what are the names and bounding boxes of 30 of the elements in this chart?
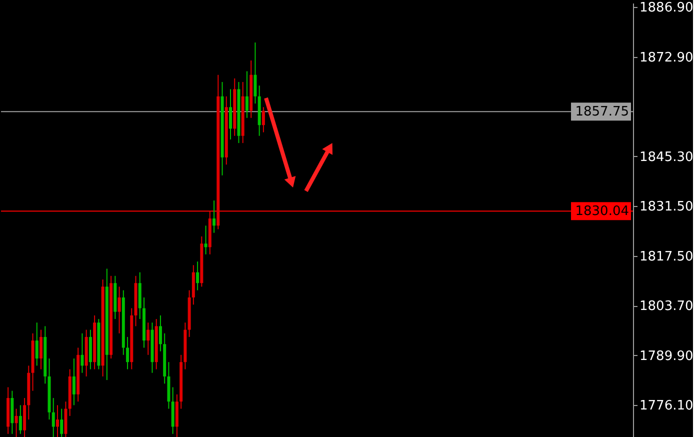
y-tick-label: 1831.50 (640, 199, 694, 214)
candlestick (245, 70, 248, 118)
candlestick (228, 88, 232, 140)
candlestick (14, 408, 18, 437)
candlestick (146, 322, 150, 356)
y-tick-label: 1776.10 (640, 398, 694, 414)
candlestick (18, 404, 22, 434)
ref-line-label: 1857.75 (575, 104, 629, 120)
candlestick (158, 314, 162, 352)
candlestick (254, 42, 257, 104)
y-tick-label: 1803.70 (640, 299, 694, 314)
ref-line-label: 1830.04 (575, 204, 629, 220)
y-tick-label: 1817.50 (640, 250, 694, 265)
candlestick (72, 358, 76, 406)
candlestick (60, 408, 64, 437)
candlestick (52, 397, 55, 437)
candlestick (262, 106, 265, 133)
y-tick-label: 1789.90 (640, 348, 694, 364)
candlestick (40, 329, 43, 370)
candlestick (118, 286, 121, 334)
candlestick (126, 336, 130, 370)
y-tick-label: 1872.90 (640, 50, 694, 66)
candlestick (35, 322, 38, 366)
candlestick (80, 332, 84, 374)
candlestick (204, 225, 208, 255)
candlestick (212, 200, 216, 234)
candlestick (196, 261, 200, 291)
candlestick (56, 404, 59, 437)
y-tick-label: 1845.30 (640, 150, 694, 165)
y-tick-label: 1886.90 (640, 0, 694, 16)
